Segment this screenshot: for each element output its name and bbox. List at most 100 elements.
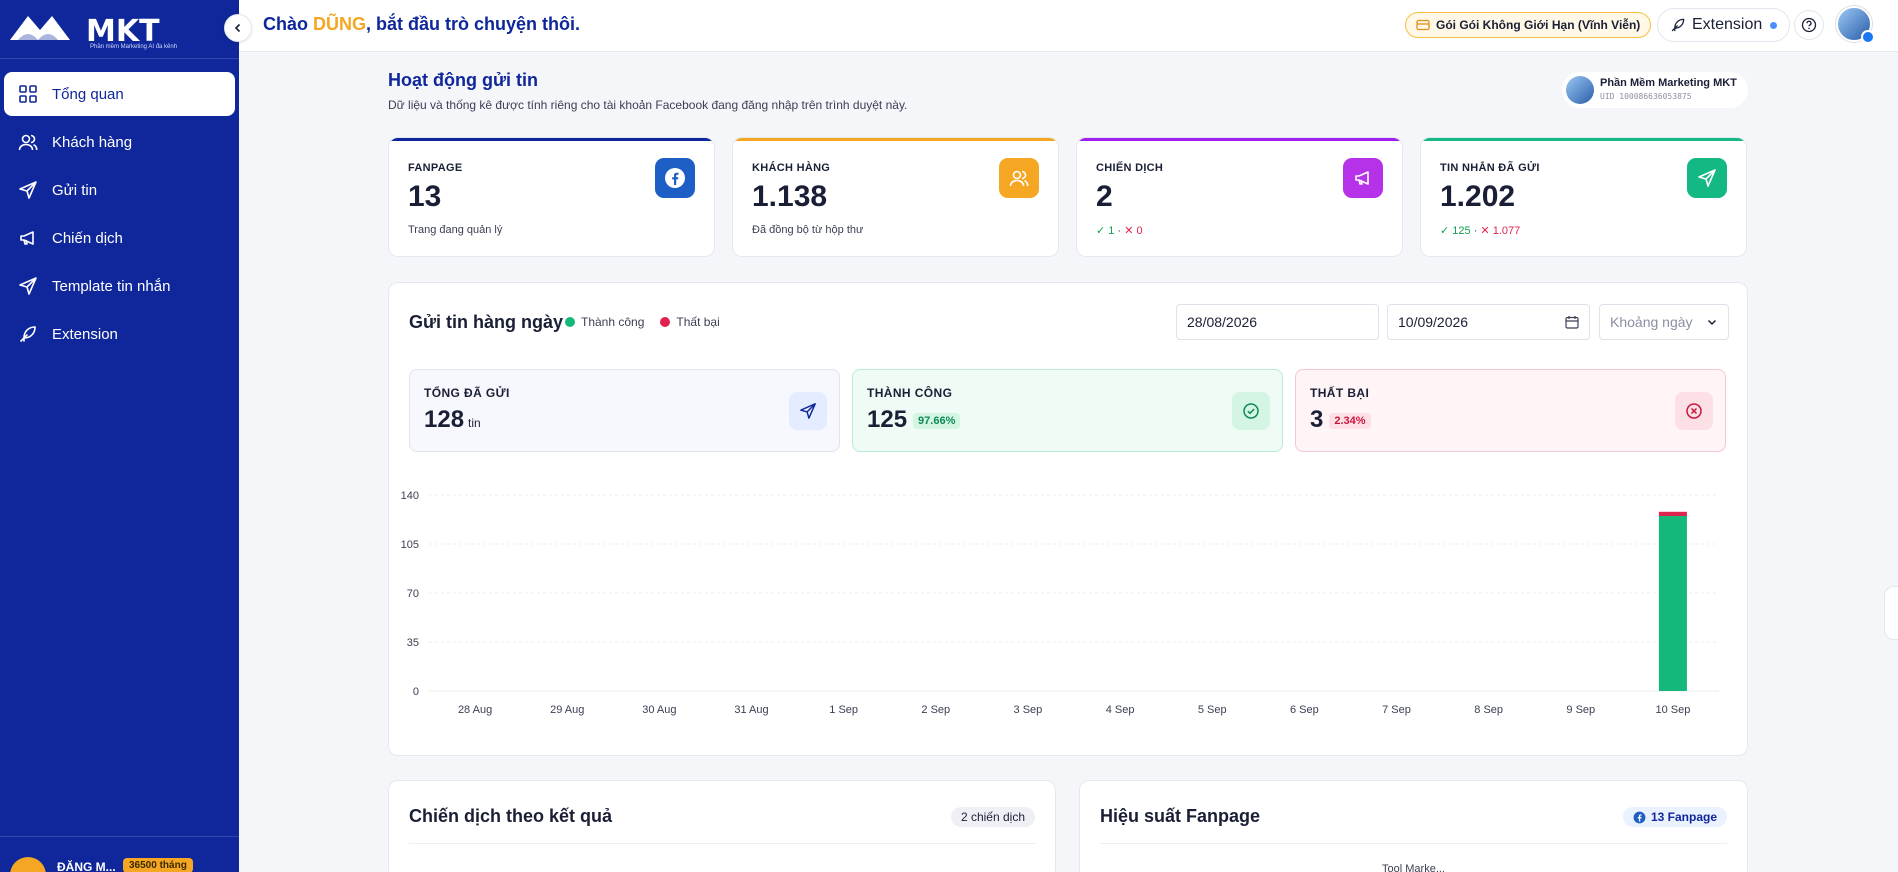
megaphone-icon: [1343, 158, 1383, 198]
accent-bar: [1077, 138, 1402, 141]
y-tick-label: 70: [407, 588, 419, 600]
stat-cards: FANPAGE 13 Trang đang quản lý KHÁCH HÀNG…: [388, 137, 1748, 257]
x-tick-label: 31 Aug: [734, 704, 768, 716]
page-title: Hoạt động gửi tin: [388, 70, 539, 90]
stat-value: 1.138: [752, 180, 828, 213]
y-tick-label: 140: [401, 490, 419, 502]
sidebar-item-label: Chiến dịch: [52, 229, 123, 247]
sidebar-item-overview[interactable]: Tổng quan: [4, 72, 235, 116]
card-title: Hiệu suất Fanpage: [1100, 806, 1261, 826]
kpi-total-sent: TỔNG ĐÃ GỬI 128 tin: [409, 369, 840, 452]
chart-legend: Thành công Thất bại: [565, 315, 736, 329]
extension-button[interactable]: Extension: [1657, 8, 1791, 42]
date-to-input[interactable]: 10/09/2026: [1387, 304, 1590, 340]
sidebar-collapse-button[interactable]: [224, 14, 252, 42]
kpi-label: TỔNG ĐÃ GỬI: [424, 386, 510, 400]
stat-value: 13: [408, 180, 442, 213]
megaphone-icon: [18, 228, 38, 248]
facebook-icon: [1633, 811, 1646, 823]
sidebar-item-customers[interactable]: Khách hàng: [4, 120, 235, 164]
stat-card-messages-sent[interactable]: TIN NHẮN ĐÃ GỬI 1.202 ✓ 125 · ✕ 1.077: [1420, 137, 1747, 257]
date-from-input[interactable]: 28/08/2026: [1176, 304, 1379, 340]
stat-card-customers[interactable]: KHÁCH HÀNG 1.138 Đã đồng bộ từ hộp thư: [732, 137, 1059, 257]
fanpage-performance-card: Hiệu suất Fanpage 13 Fanpage Tool Marke.…: [1079, 780, 1748, 872]
sidebar-item-label: Template tin nhắn: [52, 277, 171, 295]
avatar[interactable]: [1836, 6, 1872, 42]
x-tick-label: 5 Sep: [1198, 704, 1227, 716]
topbar: Chào DŨNG, bắt đầu trò chuyện thôi. Gói …: [239, 0, 1898, 52]
sidebar-item-label: Tổng quan: [52, 85, 124, 103]
user-name: ĐẶNG M...: [57, 860, 116, 872]
x-tick-label: 3 Sep: [1014, 704, 1043, 716]
accent-bar: [389, 138, 714, 141]
stat-card-fanpage[interactable]: FANPAGE 13 Trang đang quản lý: [388, 137, 715, 257]
account-uid: UID 100086636053875: [1600, 92, 1692, 101]
facebook-badge-icon: [1861, 30, 1875, 44]
stat-sub: ✓ 125 · ✕ 1.077: [1440, 225, 1521, 237]
stat-label: KHÁCH HÀNG: [752, 162, 831, 174]
stat-label: CHIẾN DỊCH: [1096, 162, 1164, 174]
kpi-label: THÀNH CÔNG: [867, 386, 953, 400]
fail-rate-badge: 2.34%: [1329, 412, 1371, 429]
date-range-select[interactable]: Khoảng ngày: [1599, 304, 1729, 340]
stat-sub: ✓ 1 · ✕ 0: [1096, 225, 1143, 237]
stat-value: 2: [1096, 180, 1113, 213]
facebook-icon: [655, 158, 695, 198]
avatar[interactable]: [10, 857, 46, 872]
stat-sub: Đã đồng bộ từ hộp thư: [752, 224, 864, 236]
status-dot: [1770, 21, 1778, 29]
account-chip[interactable]: Phần Mềm Marketing MKT UID 1000866360538…: [1562, 72, 1748, 108]
users-icon: [999, 158, 1039, 198]
send-icon: [18, 276, 38, 296]
sidebar-item-campaigns[interactable]: Chiến dịch: [4, 216, 235, 260]
panel-title: Gửi tin hàng ngày: [409, 312, 564, 332]
daily-bar-chart: 0 35 70 105 140 28 Aug 29 Aug 30 Aug 31 Aug 1 Sep…: [401, 490, 1719, 716]
kpi-label: THẤT BẠI: [1310, 386, 1370, 400]
stat-label: FANPAGE: [408, 162, 463, 174]
sidebar-item-templates[interactable]: Template tin nhắn: [4, 264, 235, 308]
stat-card-campaigns[interactable]: CHIẾN DỊCH 2 ✓ 1 · ✕ 0: [1076, 137, 1403, 257]
daily-sending-panel: Gửi tin hàng ngày Thành công Thất bại 28…: [388, 282, 1748, 756]
subscription-badge: 36500 tháng: [123, 858, 193, 872]
page-subtitle: Dữ liệu và thống kê được tính riêng cho …: [388, 98, 908, 112]
plan-label: Gói Gói Không Giới Hạn (Vĩnh Viễn): [1436, 18, 1641, 32]
bar-success[interactable]: [1658, 516, 1687, 691]
sidebar-divider: [0, 836, 239, 837]
sidebar: MKT Phần mềm Marketing AI đa kênh Tổng q…: [0, 0, 239, 872]
kpi-value: 125 97.66%: [867, 406, 961, 434]
card-title: Chiến dịch theo kết quả: [409, 806, 613, 826]
logo-subtext: Phần mềm Marketing AI đa kênh: [90, 44, 178, 50]
calendar-icon[interactable]: [1565, 315, 1579, 329]
stat-value: 1.202: [1440, 180, 1516, 213]
side-panel-toggle[interactable]: [1884, 586, 1898, 640]
send-icon: [789, 392, 827, 430]
fanpage-label: Tool Marke...: [1382, 863, 1445, 872]
x-tick-label: 7 Sep: [1382, 704, 1411, 716]
x-tick-label: 29 Aug: [550, 704, 584, 716]
sidebar-item-extension[interactable]: Extension: [4, 312, 235, 356]
legend-item-fail[interactable]: Thất bại: [660, 315, 720, 329]
stat-sub: Trang đang quản lý: [408, 224, 503, 236]
y-tick-label: 105: [401, 539, 419, 551]
sidebar-item-send[interactable]: Gửi tin: [4, 168, 235, 212]
bar-fail[interactable]: [1658, 511, 1687, 516]
sidebar-item-label: Khách hàng: [52, 133, 133, 151]
legend-item-success[interactable]: Thành công: [565, 315, 644, 329]
x-tick-label: 6 Sep: [1290, 704, 1319, 716]
accent-bar: [1421, 138, 1746, 141]
users-icon: [18, 132, 38, 152]
kpi-value: 128 tin: [424, 406, 481, 433]
sidebar-divider: [0, 58, 239, 59]
x-tick-label: 9 Sep: [1566, 704, 1595, 716]
sidebar-item-label: Gửi tin: [52, 181, 98, 199]
x-tick-label: 28 Aug: [458, 704, 492, 716]
y-tick-label: 0: [413, 686, 419, 698]
x-circle-icon: [1675, 392, 1713, 430]
plan-badge[interactable]: Gói Gói Không Giới Hạn (Vĩnh Viễn): [1405, 12, 1652, 38]
avatar: [1566, 76, 1594, 104]
x-tick-label: 8 Sep: [1474, 704, 1503, 716]
extension-label: Extension: [1692, 16, 1763, 33]
app-logo[interactable]: MKT Phần mềm Marketing AI đa kênh: [8, 8, 178, 50]
logo-mountain-icon: [10, 16, 70, 40]
help-button[interactable]: [1794, 10, 1824, 40]
